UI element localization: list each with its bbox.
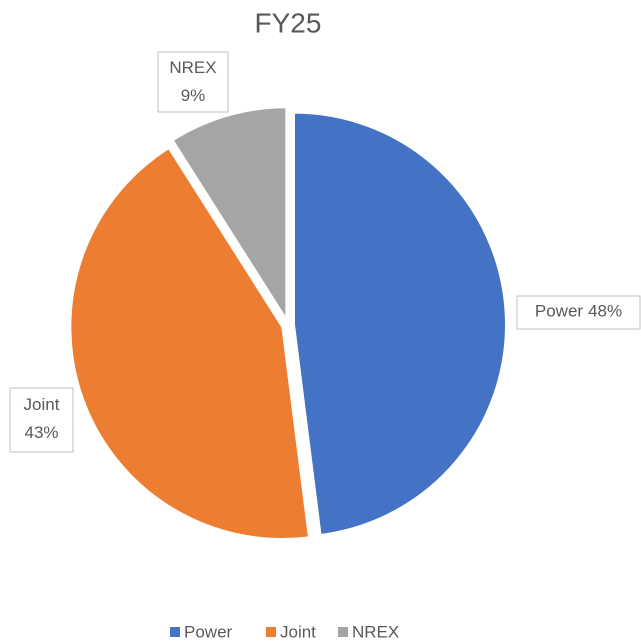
data-label-name: NREX — [169, 58, 216, 77]
data-label-name: Power — [535, 302, 584, 321]
data-label-box — [516, 295, 641, 330]
pie-slice — [292, 111, 507, 537]
data-label-value: 48% — [588, 302, 622, 321]
data-label: NREX 9% — [169, 58, 216, 105]
chart-title: FY25 — [255, 7, 322, 38]
data-label-value: 43% — [24, 423, 58, 442]
data-label-value: 9% — [181, 86, 206, 105]
legend-swatch — [170, 627, 180, 637]
legend-swatch — [266, 627, 276, 637]
pie-slice — [171, 106, 288, 323]
legend-label: Joint — [280, 622, 316, 641]
data-label: Power 48% — [535, 302, 622, 321]
data-label-name: Joint — [24, 395, 60, 414]
data-label-box — [157, 51, 229, 113]
legend-label: NREX — [352, 622, 399, 641]
data-label-box — [9, 387, 74, 453]
legend-label: Power — [184, 622, 233, 641]
data-label: Joint 43% — [24, 395, 60, 442]
pie-slice — [69, 146, 311, 541]
legend-swatch — [338, 627, 348, 637]
